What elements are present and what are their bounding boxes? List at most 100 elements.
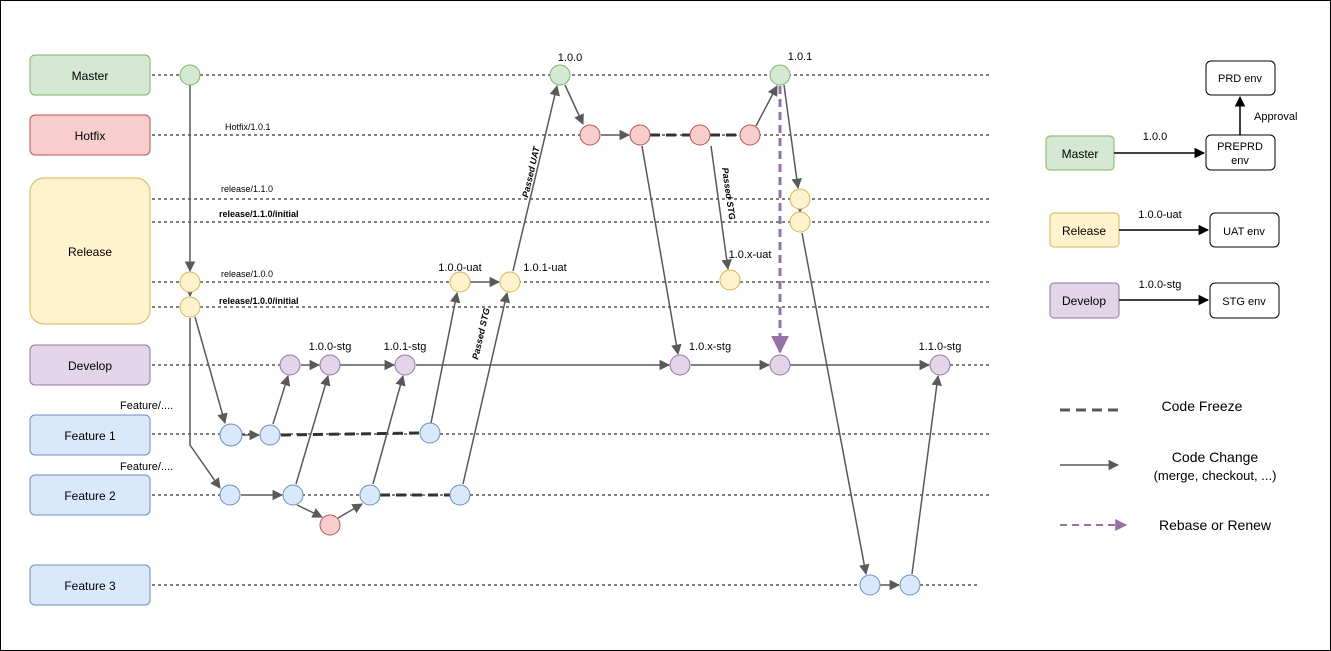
env-stg-label: STG env [1222,296,1266,308]
label-101: 1.0.1 [788,51,812,63]
feature1-lane-box [29,414,151,456]
master-node-101 [769,64,791,86]
lane-lines [152,74,990,586]
version-labels: 1.0.0 1.0.1 1.0.0-uat 1.0.1-uat 1.0.x-ua… [309,51,962,353]
branch-labels: Hotfix/1.0.1 release/1.1.0 release/1.1.0… [120,122,299,473]
env-uat-box [1209,212,1280,248]
feature2-lane-label: Feature 2 [64,489,116,503]
feature2-to-hotfix-node-arrow [296,504,323,518]
release-lane-box [29,177,151,325]
release-110-initial-label: release/1.1.0/initial [219,209,299,219]
hotfix-lane-box [29,114,151,156]
release-initial-to-feature1-arrow [194,316,228,425]
environment-panel: Master 1.0.0 PREPRD env Approval PRD env… [1045,60,1297,319]
legend-change-label: Code Change [1172,449,1259,465]
feature3-to-develop-arrow [911,374,942,575]
feature1-node-3 [419,422,441,444]
develop-node-110-stg [929,354,951,376]
feature2-prefix-label: Feature/.... [120,461,173,473]
feature2-lane-box [29,474,151,516]
env-approval-label: Approval [1254,111,1297,123]
env-prd-box [1205,60,1276,96]
feature2-node-1 [219,484,241,506]
label-100-stg: 1.0.0-stg [309,341,352,353]
hotfix-node-4 [739,124,761,146]
env-stg-box [1209,282,1280,319]
env-master-label: Master [1062,147,1099,161]
feature2-to-release-101uat-arrow [462,291,510,485]
env-uat-label: UAT env [1223,226,1265,238]
env-release-version: 1.0.0-uat [1138,209,1181,221]
code-change-arrows [184,84,942,591]
feature1-freeze [280,431,421,437]
feature1-lane-label: Feature 1 [64,429,116,443]
feature1-to-develop-arrow [272,374,291,425]
label-101-stg: 1.0.1-stg [384,341,427,353]
release-lane-label: Release [68,245,112,259]
feature1-to-release-uat-arrow [430,291,461,424]
master-node-start [179,64,201,86]
hotfix-node-3 [689,124,711,146]
env-preprd-line2: env [1231,155,1249,167]
hotfix-to-master-arrow [755,85,778,127]
develop-lane-box [29,344,151,386]
feature2-hotfix-node [319,514,341,536]
label-100-uat: 1.0.0-uat [438,262,481,274]
release-100-initial-label: release/1.0.0/initial [219,296,299,306]
release-to-master-arrow [512,84,560,272]
legend: Code Freeze Code Change (merge, checkout… [1060,398,1276,533]
release110-to-feature3-arrow [801,232,870,576]
hotfix-node-1 [579,124,601,146]
develop-node-100-stg [319,354,341,376]
release-100-uat-node [449,271,471,293]
feature1-node-2 [259,424,281,446]
env-develop-label: Develop [1062,294,1106,308]
feature2-node-3 [359,484,381,506]
release-101-uat-node [499,271,521,293]
develop-node-1 [279,354,301,376]
code-freeze-segments [280,133,740,497]
feature2-to-develop-arrow [295,374,331,485]
label-101-uat: 1.0.1-uat [523,262,566,274]
feature3-node-2 [899,574,921,596]
passed-stg-release-label: Passed STG [470,307,492,360]
passed-uat-label: Passed UAT [520,144,542,198]
hotfix-branch-label: Hotfix/1.0.1 [225,122,271,132]
hotfix-lane-label: Hotfix [75,129,106,143]
feature3-lane-label: Feature 3 [64,579,116,593]
develop-lane-label: Develop [68,359,112,373]
release-100-label: release/1.0.0 [221,269,273,279]
env-release-label: Release [1062,224,1106,238]
release-110-initial-node [789,211,811,233]
commit-nodes [179,64,951,596]
release-100-node [179,271,201,293]
label-10x-stg: 1.0.x-stg [689,341,731,353]
master-to-release110-arrow [783,84,802,190]
lane-boxes: Master Hotfix Release Develop Feature 1 … [29,54,151,606]
label-10x-uat: 1.0.x-uat [729,249,772,261]
feature2-node-2 [282,484,304,506]
release-initial-to-feature2-arrow [189,318,221,489]
feature2-to-develop-101-arrow [372,374,406,485]
feature1-prefix-label: Feature/.... [120,400,173,412]
develop-node-101-stg [394,354,416,376]
master-lane-box [29,54,151,96]
release-110-label: release/1.1.0 [221,184,273,194]
release-110-node [789,188,811,210]
hotfix-node-2 [629,124,651,146]
master-to-hotfix-arrow [564,84,584,125]
passed-stg-hotfix-label: Passed STG [720,167,737,220]
env-master-version: 1.0.0 [1143,131,1167,143]
label-100: 1.0.0 [558,52,582,64]
red-node-to-feature2-arrow [337,503,363,519]
env-prd-label: PRD env [1218,73,1263,85]
master-lane-label: Master [72,69,109,83]
env-develop-version: 1.0.0-stg [1139,279,1182,291]
feature3-lane-box [29,564,151,606]
release-10x-uat-node [719,269,741,291]
develop-node-10x-stg [669,354,691,376]
feature2-node-4 [449,484,471,506]
master-node-100 [549,64,571,86]
feature1-node-1 [219,423,243,447]
